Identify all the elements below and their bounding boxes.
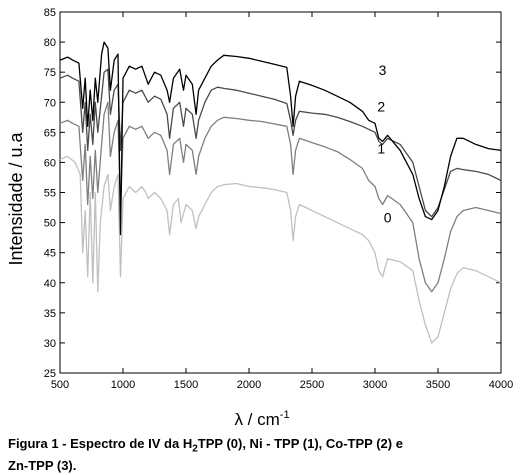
series-line-0 xyxy=(59,155,502,344)
series-tag-0: 0 xyxy=(384,210,392,226)
x-tick-label: 2500 xyxy=(300,379,324,391)
caption-suffix: TPP (0), Ni - TPP (1), Co-TPP (2) e xyxy=(197,436,403,451)
series-line-3 xyxy=(59,41,502,236)
series-tag-3: 3 xyxy=(379,62,387,78)
y-tick-label: 60 xyxy=(44,157,56,169)
series-line-1 xyxy=(59,101,502,293)
ir-spectrum-chart: 500 1000 1500 2000 2500 3000 3500 4000253035404… xyxy=(6,7,513,429)
series-line-2 xyxy=(59,68,502,218)
x-axis-label: λ / cm-1 xyxy=(234,409,289,429)
y-tick-label: 55 xyxy=(44,188,56,200)
y-tick-label: 40 xyxy=(44,278,56,290)
caption-subscript: 2 xyxy=(192,443,198,455)
caption-prefix: Figura 1 - Espectro de IV da H xyxy=(8,436,193,451)
y-tick-label: 30 xyxy=(44,338,56,350)
y-tick-label: 85 xyxy=(44,7,56,19)
y-tick-label: 65 xyxy=(44,127,56,139)
x-tick-label: 3000 xyxy=(363,379,387,391)
x-tick-label: 1000 xyxy=(111,379,135,391)
series-tag-2: 2 xyxy=(377,98,385,114)
figure-caption: Figura 1 - Espectro de IV da H2TPP (0), … xyxy=(8,436,522,474)
x-axis-label-main: λ / cm xyxy=(234,410,279,429)
axes: 500 1000 1500 2000 2500 3000 3500 4000253035404… xyxy=(44,7,513,391)
series-layer xyxy=(59,41,502,344)
x-axis-label-superscript: -1 xyxy=(280,409,290,421)
y-tick-label: 70 xyxy=(44,97,56,109)
y-tick-label: 80 xyxy=(44,37,56,49)
labels-layer: 0 1 2 3 xyxy=(377,62,391,225)
caption-line-2: Zn-TPP (3). xyxy=(8,457,77,473)
y-tick-label: 45 xyxy=(44,248,56,260)
x-tick-label: 3500 xyxy=(426,379,450,391)
x-tick-label: 4000 xyxy=(489,379,513,391)
y-tick-label: 35 xyxy=(44,308,56,320)
y-tick-label: 75 xyxy=(44,67,56,79)
x-tick-label: 1500 xyxy=(174,379,198,391)
x-tick-label: 500 xyxy=(51,379,69,391)
y-tick-label: 25 xyxy=(44,368,56,380)
series-tag-1: 1 xyxy=(377,140,385,156)
y-axis-label: Intensidade / u.a xyxy=(6,131,26,265)
x-tick-label: 2000 xyxy=(237,379,261,391)
y-tick-label: 50 xyxy=(44,218,56,230)
